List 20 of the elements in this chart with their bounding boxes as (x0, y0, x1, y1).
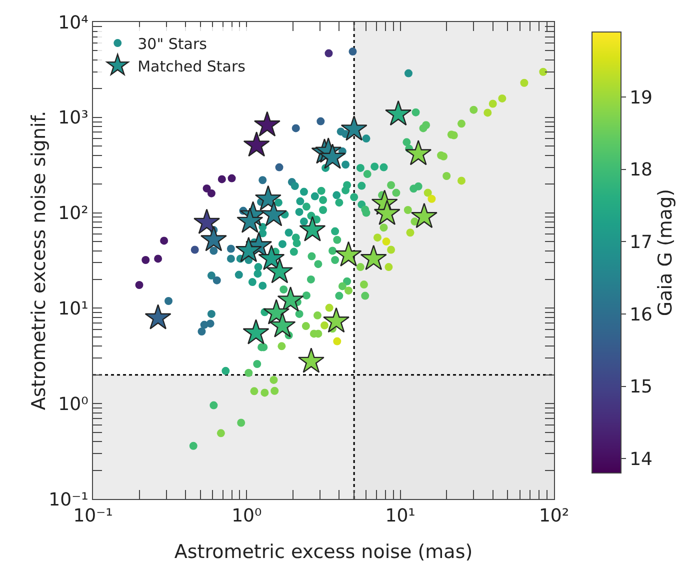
y-tick-label: 10² (58, 203, 88, 224)
color-bar-label: 16 (630, 304, 653, 326)
color-bar-label: 14 (630, 448, 653, 470)
y-tick-label: 10¹ (58, 298, 88, 320)
y-axis-title: Astrometric excess noise signif. (28, 110, 50, 410)
color-bar-label: 17 (630, 232, 653, 253)
x-tick-label: 10¹ (385, 506, 416, 527)
color-bar-label: 18 (630, 160, 653, 181)
legend-label: 30" Stars (138, 34, 208, 53)
x-tick-label: 10⁰ (232, 506, 262, 527)
legend-label: Matched Stars (138, 57, 246, 76)
y-tick-label: 10³ (58, 108, 88, 129)
x-tick-label: 10⁻¹ (73, 506, 113, 527)
x-axis-title: Astrometric excess noise (mas) (174, 541, 473, 563)
color-bar-label: 15 (630, 376, 653, 398)
y-tick-label: 10⁰ (58, 394, 88, 415)
color-bar-label: 19 (630, 87, 653, 108)
y-tick-label: 10⁴ (58, 12, 88, 34)
x-tick-label: 10² (538, 506, 570, 527)
color-bar-title: Gaia G (mag) (654, 188, 677, 316)
